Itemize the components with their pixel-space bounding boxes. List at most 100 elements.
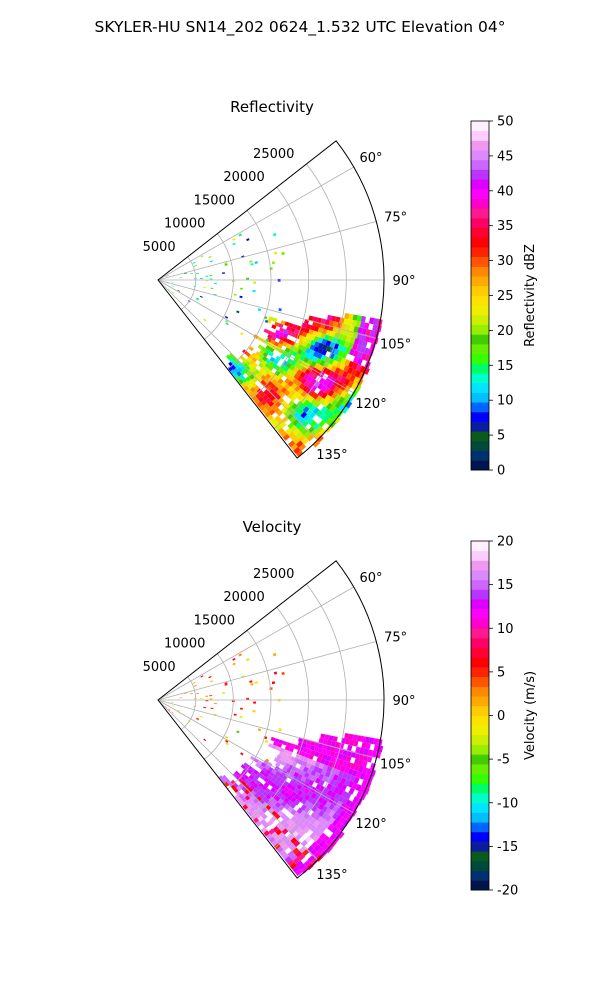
- echo-cell: [356, 344, 362, 352]
- panel-title: Velocity: [243, 518, 302, 536]
- echo-cell: [288, 400, 295, 407]
- echo-cell: [297, 408, 305, 416]
- echo-cell: [246, 697, 249, 700]
- echo-cell: [255, 762, 261, 768]
- echo-cell: [318, 779, 325, 786]
- echo-cell: [345, 401, 353, 409]
- echo-cell: [300, 804, 307, 811]
- echo-cell: [353, 326, 359, 333]
- echo-cell: [255, 393, 262, 400]
- echo-cell: [288, 440, 296, 448]
- echo-cell: [301, 331, 308, 338]
- echo-cell: [310, 770, 317, 777]
- echo-cell: [265, 769, 272, 775]
- echo-cell: [302, 341, 308, 348]
- echo-cell: [193, 684, 197, 687]
- echo-cell: [296, 375, 304, 382]
- echo-cell: [341, 323, 347, 330]
- echo-cell: [352, 314, 358, 321]
- echo-cell: [330, 756, 336, 763]
- echo-cell: [280, 819, 287, 826]
- echo-cell: [299, 403, 307, 411]
- echo-cell: [249, 374, 255, 380]
- echo-cell: [356, 791, 363, 799]
- echo-cell: [268, 409, 276, 416]
- echo-cell: [263, 782, 270, 788]
- echo-cell: [328, 352, 335, 360]
- range-ring: [227, 210, 272, 370]
- echo-cell: [295, 431, 304, 439]
- colorbar-segment: [471, 783, 489, 794]
- echo-cell: [355, 364, 363, 372]
- echo-cell: [326, 755, 332, 762]
- colorbar-tick-label: -15: [497, 840, 518, 855]
- echo-cell: [190, 273, 193, 275]
- echo-cell: [292, 766, 299, 773]
- echo-cell: [310, 385, 318, 392]
- echo-cell: [233, 293, 237, 296]
- echo-cell: [300, 792, 307, 799]
- echo-cell: [280, 813, 287, 820]
- echo-cell: [322, 400, 330, 408]
- echo-cell: [342, 812, 350, 820]
- colorbar-segment: [471, 579, 489, 590]
- echo-cell: [263, 830, 270, 837]
- echo-cell: [262, 352, 269, 358]
- colorbar-segment: [471, 285, 489, 296]
- echo-cell: [339, 817, 346, 825]
- echo-cell: [287, 859, 295, 867]
- echo-cell: [327, 823, 335, 832]
- echo-cell: [348, 342, 354, 350]
- echo-cell: [314, 761, 321, 768]
- echo-cell: [282, 844, 289, 851]
- echo-cell: [309, 349, 315, 356]
- echo-cell: [304, 777, 311, 784]
- echo-cell: [269, 417, 277, 425]
- echo-cell: [341, 772, 348, 779]
- echo-cell: [236, 786, 242, 792]
- echo-cell: [302, 747, 308, 753]
- echo-cell: [298, 425, 306, 433]
- echo-cell: [317, 796, 325, 804]
- polar-grid: [157, 163, 384, 441]
- echo-cell: [224, 682, 228, 685]
- echo-cell: [219, 775, 224, 781]
- echo-cell: [310, 759, 317, 766]
- echo-cell: [232, 242, 236, 246]
- echo-cell: [298, 335, 304, 341]
- colorbar-segment: [471, 324, 489, 335]
- echo-cell: [256, 785, 262, 792]
- echo-cell: [264, 739, 269, 744]
- echo-cell: [316, 353, 323, 360]
- echo-cell: [267, 819, 274, 827]
- echo-cell: [232, 237, 236, 241]
- colorbar-segment: [471, 198, 489, 209]
- echo-cell: [242, 804, 249, 810]
- echo-cell: [290, 370, 297, 377]
- echo-cell: [298, 759, 304, 766]
- echo-cell: [284, 347, 291, 353]
- echo-cell: [338, 759, 344, 766]
- echo-cell: [258, 804, 265, 811]
- echo-cell: [305, 387, 313, 395]
- echo-cell: [276, 742, 283, 748]
- echo-cell: [237, 362, 243, 368]
- echo-cell: [357, 327, 363, 334]
- colorbar-segment: [471, 705, 489, 716]
- echo-cell: [347, 366, 354, 375]
- colorbar-segment: [471, 314, 489, 325]
- echo-cell: [346, 761, 352, 769]
- echo-cell: [268, 743, 274, 748]
- echo-cell: [203, 738, 207, 742]
- echo-cell: [324, 319, 330, 326]
- echo-cell: [168, 708, 171, 711]
- echo-cell: [317, 767, 323, 774]
- echo-cell: [316, 822, 324, 830]
- echo-cell: [237, 773, 243, 779]
- echo-cell: [326, 381, 333, 389]
- echo-cell: [205, 275, 209, 277]
- echo-cell: [276, 792, 283, 799]
- echo-cell: [327, 389, 335, 397]
- echo-cell: [222, 272, 225, 274]
- echo-cell: [254, 398, 260, 405]
